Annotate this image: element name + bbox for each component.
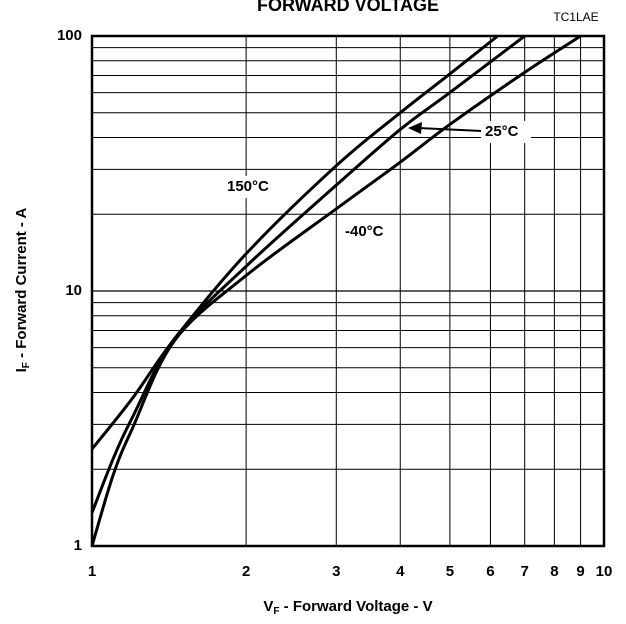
- data-line: [90, 34, 499, 450]
- series-label: 150°C: [227, 178, 269, 195]
- y-label-sub: F: [21, 362, 32, 368]
- x-tick-label: 2: [242, 563, 250, 580]
- chart-title: FORWARD VOLTAGE: [257, 0, 439, 15]
- y-tick-label: 10: [65, 282, 82, 299]
- data-line: [90, 34, 526, 514]
- x-label-main: V: [263, 598, 273, 615]
- y-label-main: I: [13, 368, 30, 372]
- x-tick-label: 7: [521, 563, 529, 580]
- x-tick-label: 4: [396, 563, 405, 580]
- y-tick-label: 1: [74, 537, 82, 554]
- x-tick-label: 10: [596, 563, 613, 580]
- label-background: [223, 176, 275, 198]
- x-tick-label: 6: [486, 563, 494, 580]
- y-label-rest: - Forward Current - A: [13, 207, 30, 362]
- chart-code: TC1LAE: [553, 10, 598, 24]
- data-line: [90, 34, 582, 547]
- x-tick-label: 5: [446, 563, 454, 580]
- x-tick-label: 1: [88, 563, 96, 580]
- x-label-sub: F: [273, 606, 279, 617]
- y-axis-label: IF - Forward Current - A: [13, 207, 32, 372]
- series-label: 25°C: [485, 123, 519, 140]
- y-tick-label: 100: [57, 27, 82, 44]
- annotation-arrow: [417, 127, 483, 132]
- annotation-arrowhead: [408, 122, 422, 134]
- x-axis-label: VF - Forward Voltage - V: [263, 598, 432, 617]
- x-tick-label: 9: [576, 563, 584, 580]
- x-tick-label: 3: [332, 563, 340, 580]
- plot-frame: [90, 34, 606, 548]
- x-label-rest: - Forward Voltage - V: [280, 598, 433, 615]
- x-tick-label: 8: [550, 563, 558, 580]
- label-background: [481, 121, 531, 143]
- series-label: -40°C: [345, 223, 384, 240]
- label-background: [341, 221, 393, 243]
